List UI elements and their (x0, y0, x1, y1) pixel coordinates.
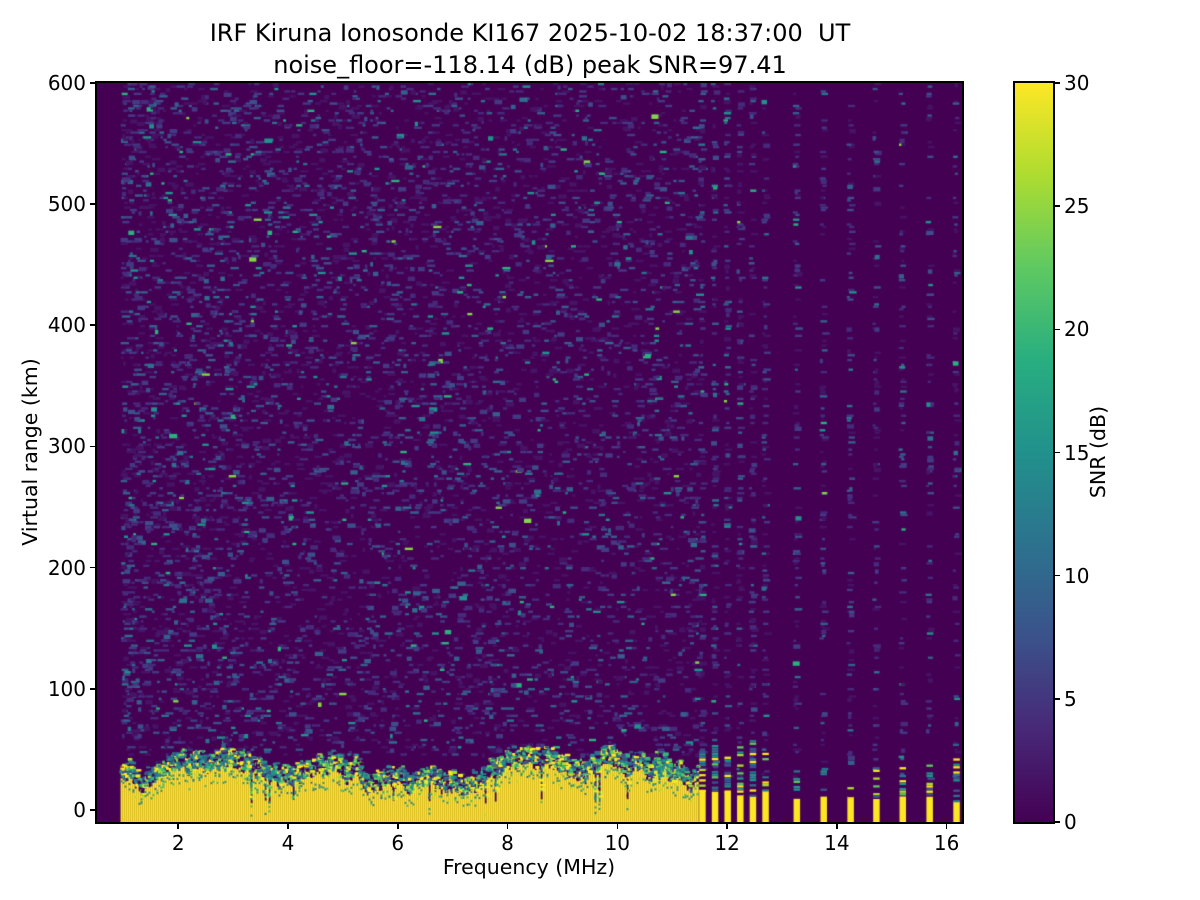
x-axis-label: Frequency (MHz) (442, 855, 616, 879)
colorbar-tick-label: 30 (1064, 71, 1090, 95)
y-tick-mark (90, 82, 95, 84)
x-tick-label: 4 (281, 831, 295, 855)
colorbar-tick-mark (1055, 328, 1060, 331)
y-tick-label: 100 (47, 676, 86, 701)
chart-title: IRF Kiruna Ionosonde KI167 2025-10-02 18… (209, 19, 851, 47)
colorbar-tick-mark (1055, 82, 1060, 84)
y-tick-label: 300 (47, 434, 86, 459)
x-tick-label: 2 (171, 831, 185, 855)
x-tick-mark (177, 824, 180, 829)
x-tick-label: 14 (824, 831, 850, 855)
x-tick-mark (397, 824, 399, 829)
y-tick-mark (90, 566, 95, 569)
x-tick-mark (287, 824, 289, 829)
y-tick-mark (90, 687, 95, 690)
x-tick-label: 16 (933, 831, 960, 855)
x-tick-mark (945, 824, 948, 829)
y-axis-label: Virtual range (km) (18, 358, 42, 546)
colorbar-tick-mark (1055, 451, 1060, 454)
y-tick-mark (90, 324, 95, 327)
colorbar-tick-label: 5 (1064, 686, 1077, 711)
x-tick-mark (506, 824, 509, 829)
x-tick-label: 8 (501, 831, 514, 855)
colorbar-tick-mark (1055, 698, 1060, 700)
colorbar-label: SNR (dB) (1086, 405, 1110, 499)
x-tick-label: 12 (714, 831, 740, 855)
colorbar-tick-mark (1055, 205, 1060, 207)
colorbar-frame (1013, 81, 1055, 824)
colorbar-tick-label: 0 (1064, 810, 1077, 834)
y-tick-mark (90, 203, 95, 205)
y-tick-label: 200 (47, 555, 86, 580)
plot-area-frame (95, 81, 964, 824)
chart-subtitle: noise_floor=-118.14 (dB) peak SNR=97.41 (273, 51, 787, 79)
y-tick-label: 600 (47, 71, 86, 95)
y-tick-mark (90, 445, 95, 448)
colorbar-gradient (1015, 83, 1053, 822)
y-tick-mark (90, 809, 95, 811)
x-tick-mark (726, 824, 728, 829)
x-tick-label: 10 (604, 831, 631, 855)
y-tick-label: 500 (47, 192, 86, 217)
colorbar-tick-mark (1055, 821, 1060, 823)
colorbar-tick-label: 10 (1064, 563, 1090, 588)
x-tick-mark (616, 824, 619, 829)
y-tick-label: 400 (47, 313, 86, 338)
x-tick-label: 6 (391, 831, 405, 855)
colorbar-tick-label: 20 (1064, 317, 1090, 342)
x-tick-mark (836, 824, 838, 829)
colorbar-tick-label: 15 (1064, 440, 1090, 465)
colorbar-tick-mark (1055, 574, 1060, 577)
colorbar-tick-label: 25 (1064, 194, 1090, 219)
ionogram-heatmap-canvas (97, 83, 962, 822)
y-tick-label: 0 (73, 797, 86, 822)
